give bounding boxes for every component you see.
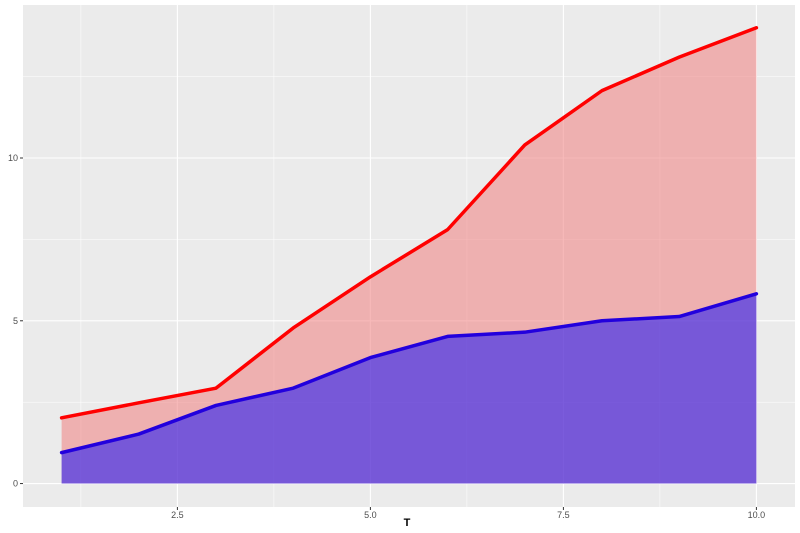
x-axis: 2.5 5.0 7.5 10.0 (171, 507, 765, 520)
x-tick-label-3: 10.0 (748, 510, 766, 520)
area-fill-1 (61, 293, 757, 484)
x-tick-label-2: 7.5 (557, 510, 570, 520)
series-lines (59, 26, 759, 455)
series-line-0 (59, 26, 759, 420)
y-tick-label-1: 5 (13, 316, 18, 326)
area-fills (61, 27, 757, 484)
x-axis-title: T (404, 517, 411, 529)
x-tick-label-1: 5.0 (364, 510, 377, 520)
x-tick-label-0: 2.5 (171, 510, 184, 520)
y-tick-label-2: 10 (8, 153, 18, 163)
series-line-1 (59, 292, 759, 455)
y-axis: 0 5 10 (8, 153, 23, 489)
y-tick-label-0: 0 (13, 479, 18, 489)
